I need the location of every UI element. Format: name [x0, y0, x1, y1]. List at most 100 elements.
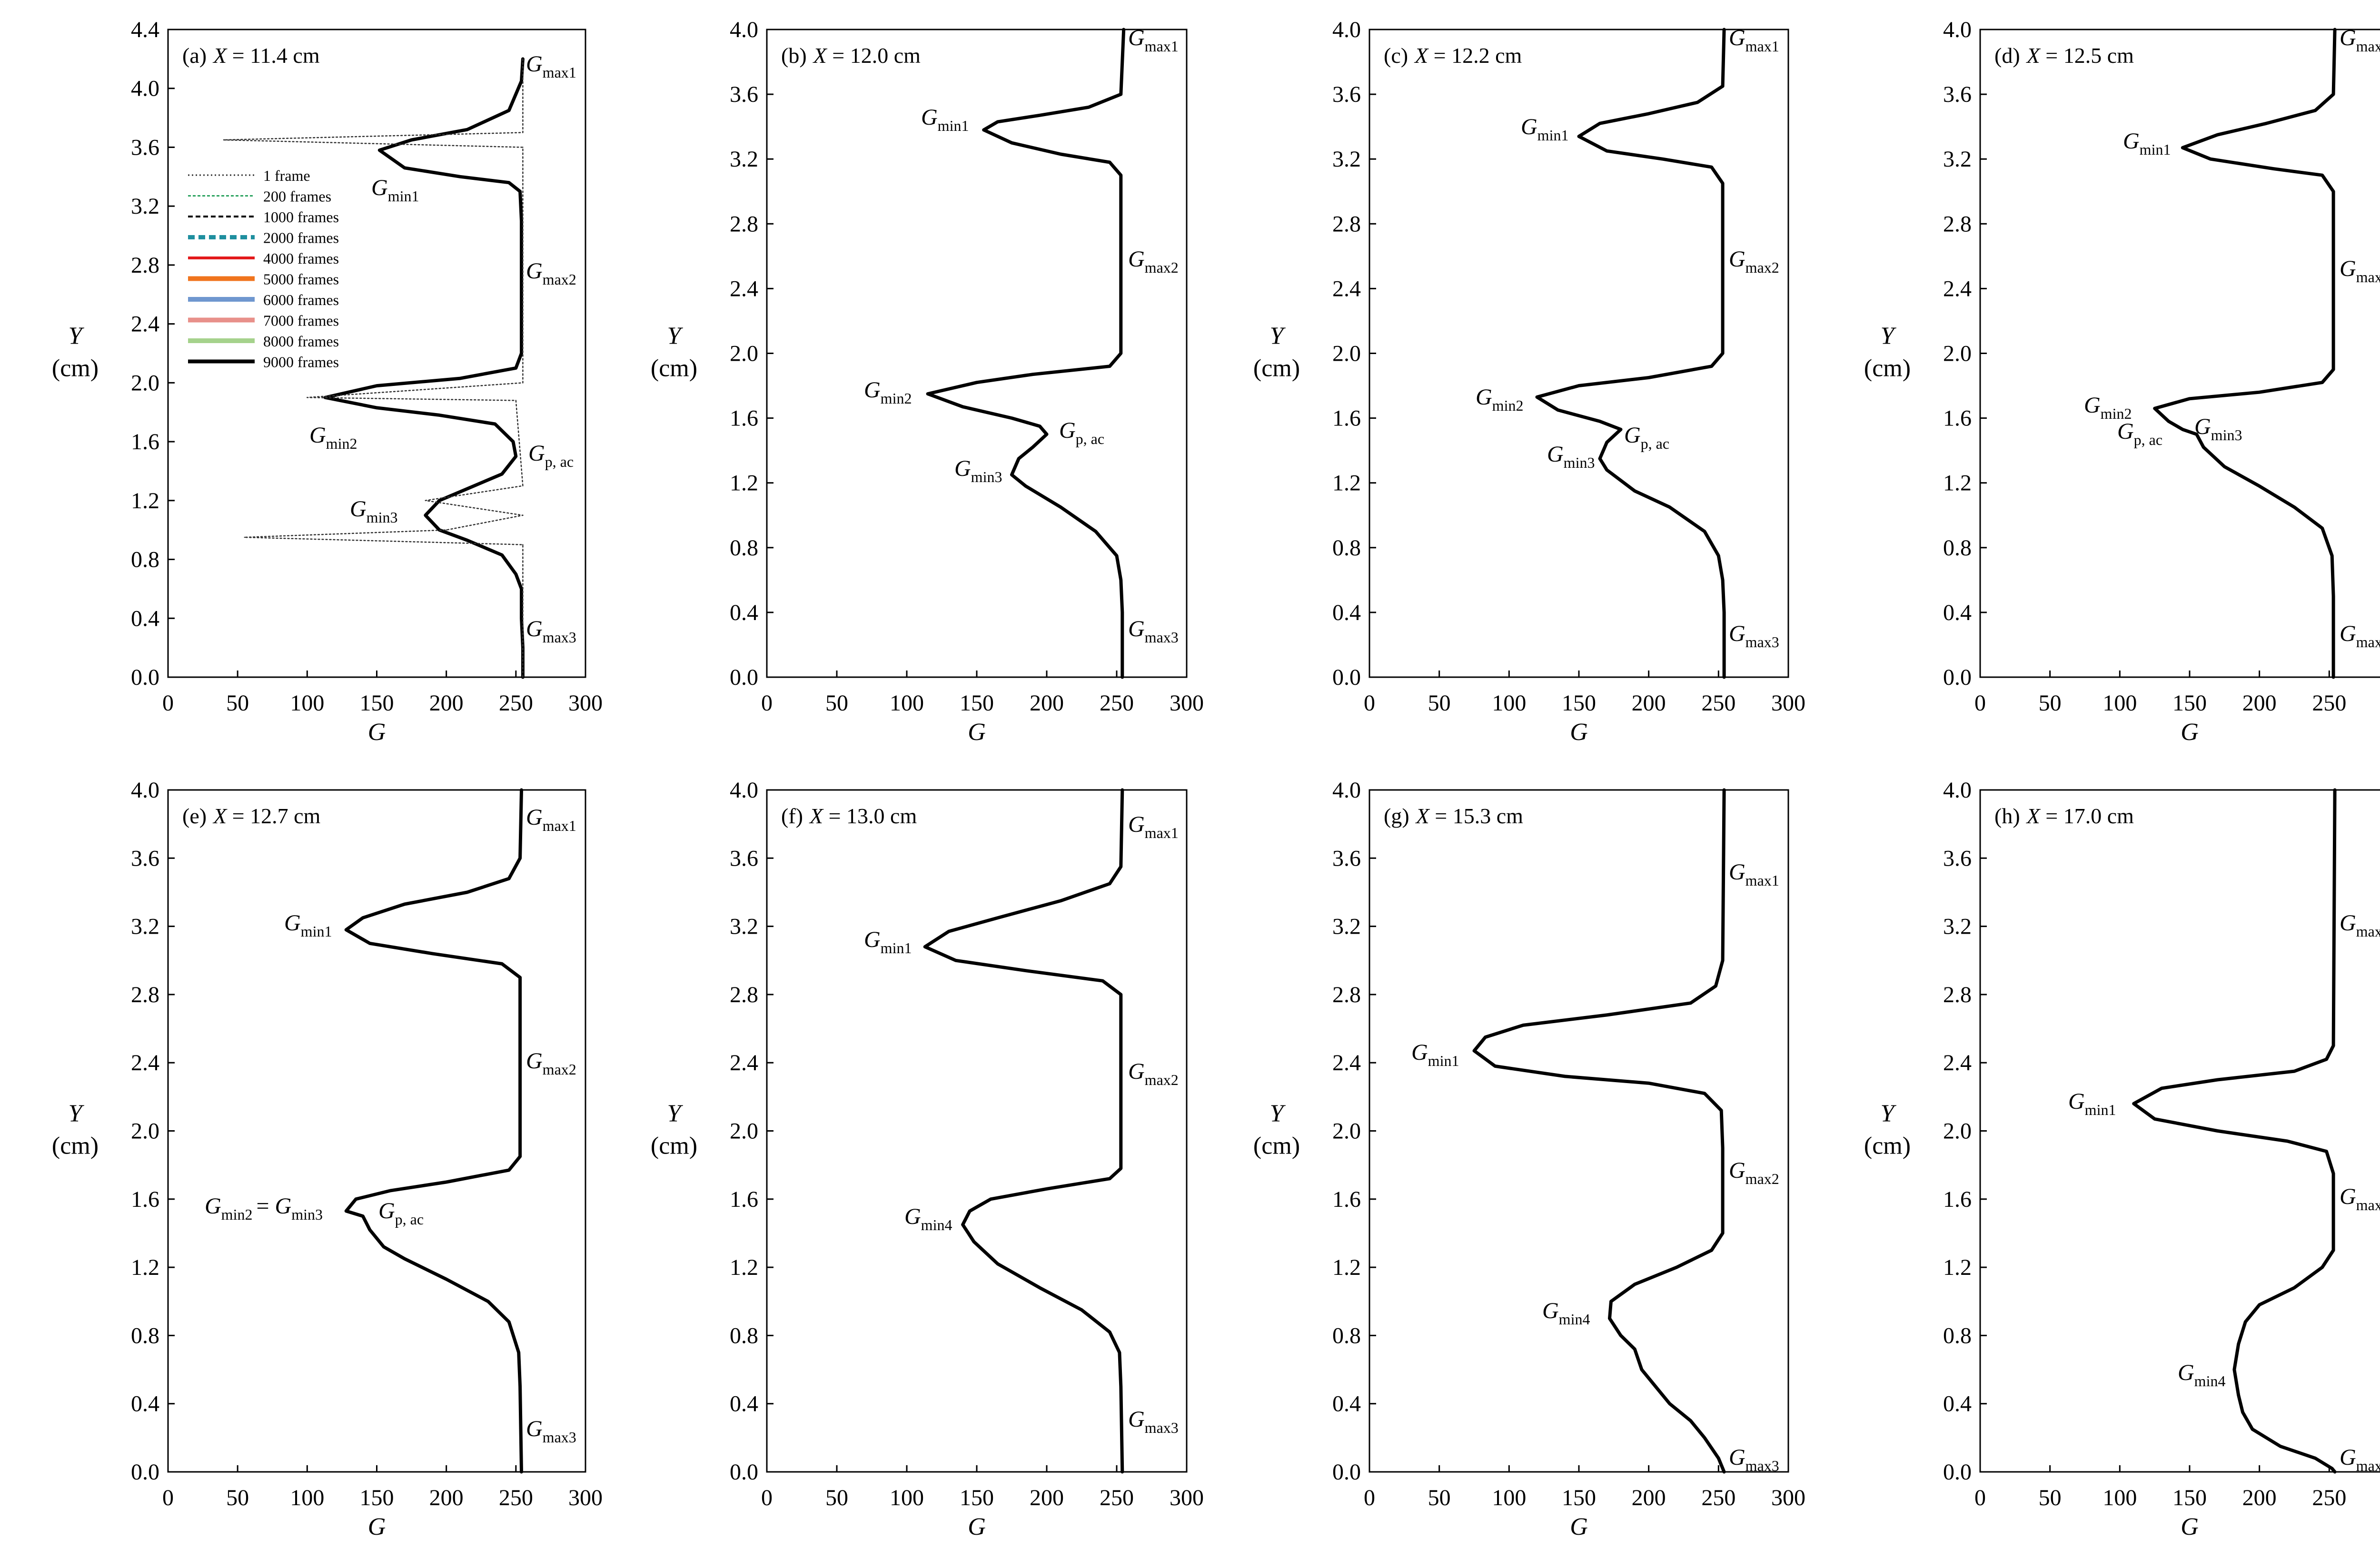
y-tick-label: 1.6 — [1332, 406, 1361, 431]
y-axis-label-var: Y — [667, 1100, 684, 1127]
y-tick-label: 2.4 — [1332, 1050, 1361, 1075]
data-point — [1711, 1250, 1712, 1251]
annotation-g-max3: Gmax3 — [1128, 616, 1179, 646]
data-point — [997, 1263, 999, 1265]
y-tick-label: 3.2 — [730, 147, 758, 172]
data-point — [948, 931, 950, 932]
data-point — [2321, 175, 2323, 176]
x-tick-label: 200 — [1632, 690, 1666, 716]
data-point — [2238, 1343, 2239, 1345]
x-tick-label: 200 — [1030, 1485, 1064, 1510]
annotation-g-max3: Gmax3 — [1729, 1445, 1779, 1474]
annotation-base: G — [1128, 812, 1145, 837]
y-tick-label: 3.6 — [730, 846, 758, 871]
data-point — [2133, 1103, 2134, 1105]
data-point — [2245, 1321, 2246, 1322]
panel-title-prefix: (b) — [781, 43, 807, 68]
data-point — [2168, 421, 2170, 422]
data-point — [1018, 458, 1020, 459]
annotation-g-min1: Gmin1 — [2123, 128, 2171, 158]
data-point — [1620, 429, 1622, 430]
y-tick-label: 1.6 — [730, 1187, 758, 1212]
annotation-g-min1: Gmin1 — [2068, 1089, 2116, 1118]
x-tick-label: 100 — [890, 690, 924, 716]
x-tick-label: 150 — [360, 690, 394, 716]
y-axis-label-var: Y — [69, 1100, 85, 1127]
annotation-g-max2: Gmax2 — [2340, 256, 2380, 286]
series-line-profile — [344, 788, 523, 1474]
y-tick-label: 4.4 — [131, 17, 159, 42]
annotation-g-min1: Gmin1 — [1521, 114, 1568, 144]
y-tick-label: 0.0 — [131, 1460, 159, 1485]
series-line-profile — [2132, 788, 2337, 1474]
data-point — [1718, 555, 1719, 557]
data-point — [1690, 1420, 1691, 1421]
y-tick-label: 0.8 — [730, 535, 758, 561]
annotation-g-max2: Gmax2 — [526, 258, 576, 288]
annotation-g-max3: Gmax3 — [526, 616, 576, 646]
data-point — [997, 917, 999, 918]
panel-e: 0 50 100 150 200 250 300 0.0 0.4 0.8 1.2 1.6 2.0 2.4 2… — [52, 778, 603, 1540]
y-tick-label: 2.8 — [131, 982, 159, 1007]
data-point — [425, 500, 426, 502]
data-point — [2154, 1118, 2155, 1120]
data-point — [1697, 101, 1698, 103]
panel-title: (c) X = 12.2 cm — [1384, 43, 1522, 68]
panel-title-prefix: (f) — [781, 804, 803, 828]
data-point — [522, 544, 524, 545]
data-point — [518, 1352, 519, 1353]
data-point — [2251, 1429, 2253, 1430]
x-tick-label: 250 — [1701, 690, 1735, 716]
data-point — [2326, 1058, 2327, 1060]
annotation-subscript: min2 — [881, 390, 912, 407]
data-point — [1722, 353, 1724, 354]
data-point — [1121, 676, 1123, 678]
y-axis-label-unit: (cm) — [1253, 355, 1300, 382]
panel-a: 0 50 100 150 200 250 300 0.0 0.4 0.8 1.2 1.6 2.0 2.4 2… — [52, 17, 603, 746]
y-tick-label: 0.4 — [1332, 1391, 1361, 1417]
annotation-g-p-ac: Gp, ac — [378, 1198, 424, 1228]
x-tick-label: 300 — [1771, 690, 1805, 716]
data-point — [1060, 153, 1061, 155]
y-tick-label: 2.4 — [730, 276, 758, 301]
annotation-base: G — [1476, 385, 1492, 410]
plot-frame — [766, 29, 1188, 678]
x-axis-label: G — [1570, 1513, 1588, 1540]
data-point — [1711, 365, 1712, 367]
x-tick-label: 250 — [2312, 1485, 2346, 1510]
annotation-g-min1: Gmin1 — [921, 105, 969, 134]
y-tick-label: 0.4 — [730, 600, 758, 625]
y-axis-label-var: Y — [667, 323, 684, 350]
data-point — [2332, 288, 2334, 289]
data-point — [369, 1229, 371, 1231]
panel-title-value: = 11.4 cm — [227, 43, 320, 68]
y-tick-label: 1.6 — [1943, 406, 1972, 431]
data-point — [519, 1062, 521, 1064]
data-point — [1690, 1002, 1691, 1004]
x-tick-label: 50 — [825, 690, 848, 716]
panel-f: 0 50 100 150 200 250 300 0.0 0.4 0.8 1.2 1.6 2.0 2.4 2… — [651, 778, 1204, 1540]
data-point — [521, 220, 522, 222]
data-point — [2224, 466, 2225, 467]
data-point — [1060, 506, 1061, 508]
annotation-subscript: max3 — [543, 1429, 576, 1446]
data-point — [521, 618, 522, 619]
x-tick-label: 100 — [2102, 690, 2137, 716]
annotation-subscript: min3 — [1564, 454, 1595, 471]
data-point — [955, 960, 957, 961]
panel-title-prefix: (g) — [1384, 804, 1409, 828]
data-point — [501, 963, 503, 965]
data-point — [508, 182, 510, 183]
x-tick-label: 0 — [761, 690, 773, 716]
y-tick-label: 2.0 — [1943, 1119, 1972, 1144]
panel-title-var: X — [813, 43, 828, 68]
annotation-base: G — [2340, 1445, 2356, 1470]
data-point — [521, 588, 522, 590]
panel-title: (a) X = 11.4 cm — [182, 43, 320, 68]
panel-title-var: X — [2026, 43, 2041, 68]
data-point — [1722, 960, 1724, 961]
data-point — [1662, 158, 1664, 160]
data-point — [1634, 490, 1636, 492]
panel-title-var: X — [2026, 804, 2041, 828]
